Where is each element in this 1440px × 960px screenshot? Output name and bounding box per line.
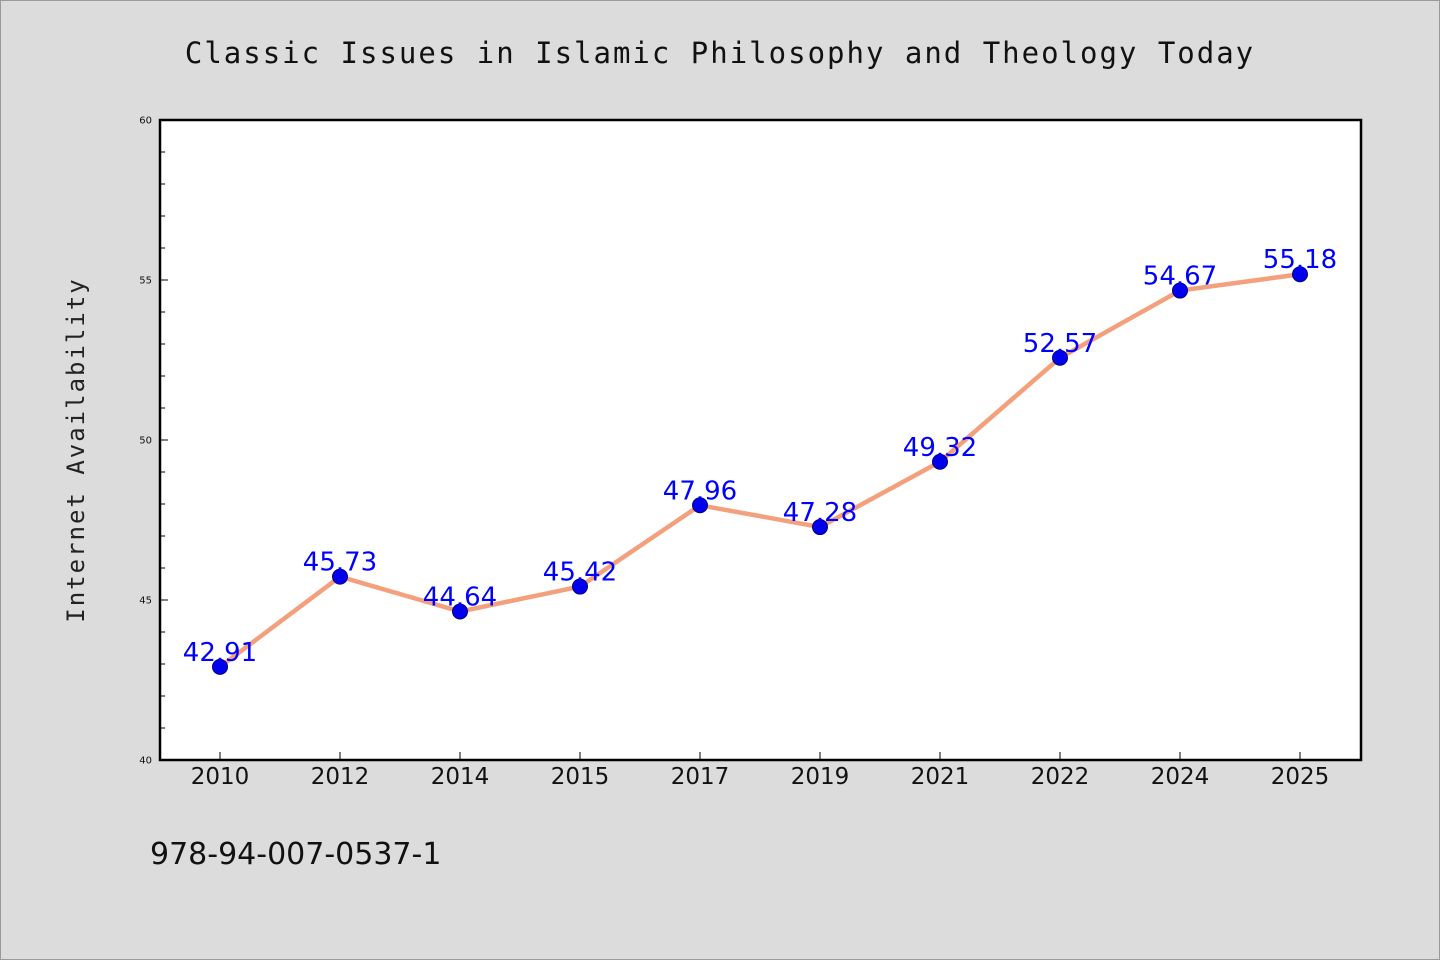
- plot-area: [158, 118, 1363, 762]
- y-tick-label: 50: [139, 436, 152, 447]
- y-tick-label: 60: [139, 116, 152, 127]
- data-point: [212, 658, 228, 675]
- x-tick-label: 2017: [671, 764, 730, 790]
- chart-title: Classic Issues in Islamic Philosophy and…: [185, 36, 1255, 70]
- x-tick-label: 2014: [431, 764, 490, 790]
- data-point: [1292, 266, 1308, 283]
- data-point: [692, 497, 708, 514]
- x-tick-label: 2015: [551, 764, 610, 790]
- data-point: [812, 519, 828, 536]
- data-label: 45.73: [303, 548, 377, 578]
- data-label: 45.42: [543, 558, 617, 588]
- data-point: [572, 578, 588, 595]
- data-label: 49.32: [903, 433, 977, 463]
- y-tick-label: 40: [139, 756, 152, 767]
- x-tick-label: 2019: [791, 764, 850, 790]
- data-point: [1052, 349, 1068, 366]
- x-tick-label: 2022: [1031, 764, 1090, 790]
- data-label: 54.67: [1143, 262, 1217, 292]
- data-point: [332, 568, 348, 585]
- data-label: 55.18: [1263, 245, 1337, 275]
- isbn-footer: 978-94-007-0537-1: [150, 837, 441, 872]
- data-points: [212, 266, 1308, 675]
- data-label: 52.57: [1023, 329, 1097, 359]
- x-tick-label: 2021: [911, 764, 970, 790]
- y-tick-label: 55: [139, 276, 152, 287]
- data-point: [932, 453, 948, 470]
- y-axis-label: Internet Availability: [62, 277, 90, 622]
- y-axis: 40 45 50 55 60: [139, 116, 168, 767]
- data-point: [452, 603, 468, 620]
- x-tick-label: 2010: [191, 764, 250, 790]
- data-point: [1172, 282, 1188, 299]
- data-label: 47.96: [663, 476, 737, 506]
- data-labels: 42.91 45.73 44.64 45.42 47.96 47.28 49.32 52.57…: [183, 245, 1337, 668]
- data-label: 42.91: [183, 638, 257, 668]
- x-tick-label: 2025: [1271, 764, 1330, 790]
- y-tick-label: 45: [139, 596, 152, 607]
- series-line: [217, 271, 1303, 670]
- x-tick-label: 2024: [1151, 764, 1210, 790]
- x-tick-label: 2012: [311, 764, 370, 790]
- data-label: 47.28: [783, 498, 857, 528]
- data-label: 44.64: [423, 583, 497, 613]
- x-axis: 2010 2012 2014 2015 2017 2019 2021 2022 2024 2025: [191, 752, 1330, 790]
